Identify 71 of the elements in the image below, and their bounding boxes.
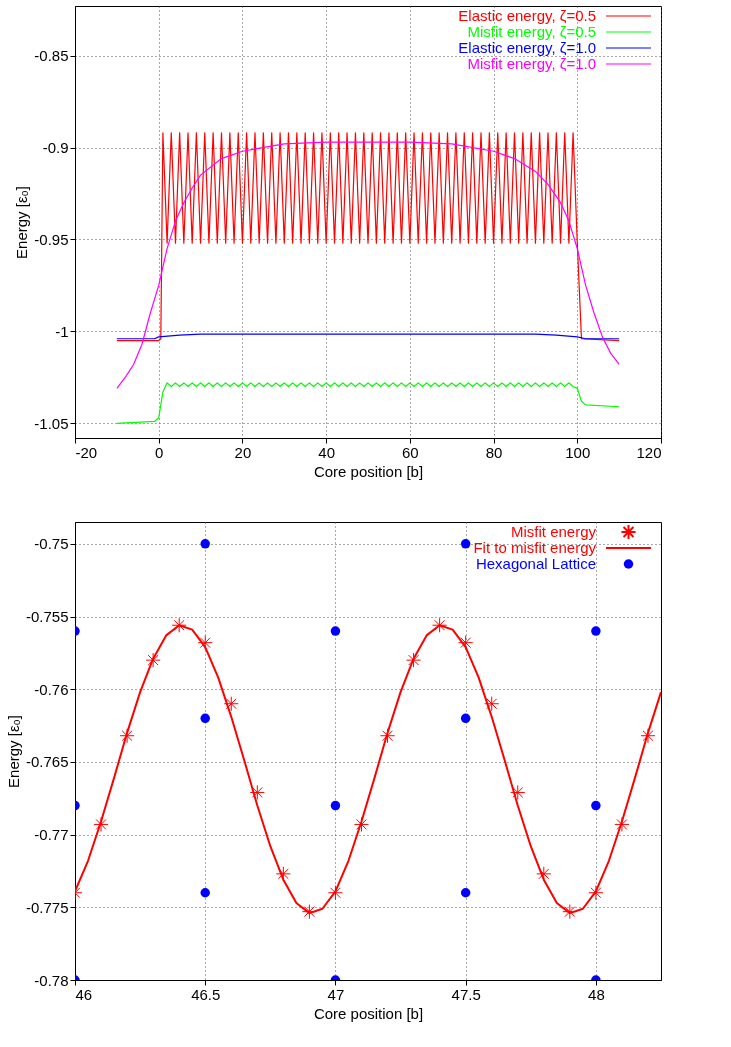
legend-label: Hexagonal Lattice (475, 555, 596, 572)
legend-label: Misfit energy, ζ=1.0 (467, 55, 596, 72)
legend-label: Misfit energy (510, 523, 597, 540)
line-series (116, 132, 620, 342)
legend-label: Misfit energy, ζ=0.5 (467, 23, 596, 40)
x-tick-label: 80 (485, 443, 503, 461)
x-tick-label: 46 (75, 985, 93, 1003)
x-tick-label: -20 (75, 443, 98, 461)
point (200, 713, 210, 724)
point (145, 652, 161, 668)
point (200, 539, 210, 549)
point (200, 888, 210, 898)
x-tick-label: 0 (155, 443, 164, 461)
x-tick-label: 47 (327, 985, 345, 1003)
point (197, 635, 213, 651)
point (330, 800, 341, 811)
point (591, 626, 601, 636)
y-tick-label: -1.05 (34, 414, 69, 432)
point (460, 713, 471, 724)
point (301, 904, 317, 920)
point (460, 539, 471, 549)
point (640, 728, 656, 744)
x-axis-title: Core position [b] (313, 1004, 424, 1022)
x-axis-title: Core position [b] (313, 462, 424, 480)
point (536, 866, 552, 882)
x-tick-label: 60 (402, 443, 419, 461)
point (458, 635, 474, 651)
x-tick-label: 20 (234, 443, 252, 461)
point (223, 696, 239, 712)
y-tick-label: -0.9 (42, 139, 69, 157)
y-tick-label: -0.755 (25, 608, 69, 626)
y-tick-label: -0.77 (34, 826, 69, 844)
point (327, 885, 344, 901)
point (460, 888, 471, 898)
point (93, 816, 109, 832)
x-tick-label: 48 (588, 985, 605, 1003)
point (591, 800, 601, 811)
x-tick-label: 120 (636, 443, 662, 461)
point (275, 866, 291, 882)
point (588, 885, 604, 901)
point (353, 816, 370, 832)
point (379, 728, 396, 744)
y-tick-label: -0.765 (25, 753, 69, 771)
x-tick-label: 47.5 (451, 985, 481, 1003)
y-tick-label: -1 (55, 322, 69, 340)
y-tick-label: -0.95 (34, 230, 69, 248)
y-tick-label: -0.78 (34, 971, 69, 989)
x-tick-label: 100 (565, 443, 591, 461)
point (484, 696, 500, 712)
point (171, 617, 187, 633)
legend-label: Fit to misfit energy (473, 539, 597, 556)
point (432, 617, 448, 633)
y-tick-label: -0.75 (34, 535, 69, 553)
y-tick-label: -0.775 (25, 898, 69, 916)
legend-label: Elastic energy, ζ=0.5 (458, 7, 596, 24)
y-axis-title: Energy [ε₀] (4, 715, 22, 788)
point (249, 784, 265, 801)
line-series (116, 141, 620, 389)
point (510, 784, 526, 801)
x-tick-label: 46.5 (191, 985, 221, 1003)
legend-label: Elastic energy, ζ=1.0 (458, 39, 596, 56)
point (406, 652, 422, 668)
y-tick-label: -0.85 (34, 47, 69, 65)
x-tick-label: 40 (318, 443, 335, 461)
line-series (116, 382, 620, 424)
y-axis-title: Energy [ε₀] (13, 186, 31, 259)
point (562, 904, 578, 920)
y-tick-label: -0.76 (34, 680, 69, 698)
point (119, 728, 135, 744)
point (330, 626, 341, 636)
point (614, 816, 630, 832)
